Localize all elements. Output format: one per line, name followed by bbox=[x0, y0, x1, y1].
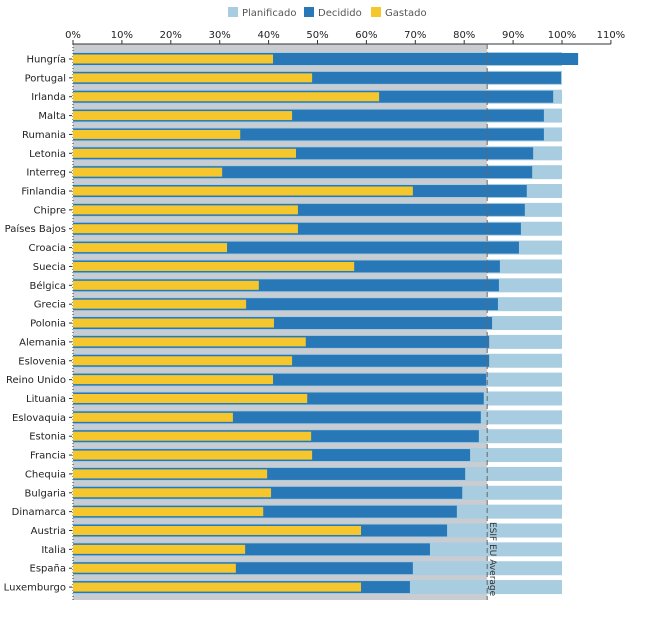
bar-gastado bbox=[73, 280, 259, 290]
bar-gastado bbox=[73, 526, 362, 535]
bar-gastado bbox=[73, 450, 313, 460]
legend-label-gastado: Gastado bbox=[385, 8, 427, 19]
legend-swatch-decidido bbox=[304, 7, 314, 17]
category-label: España bbox=[30, 564, 66, 575]
category-label: Estonia bbox=[29, 432, 66, 443]
category-label: Chequia bbox=[25, 469, 66, 480]
x-tick-label: 20% bbox=[160, 30, 182, 41]
x-tick-label: 40% bbox=[257, 30, 279, 41]
bar-gastado bbox=[73, 582, 362, 592]
category-label: Países Bajos bbox=[5, 223, 66, 235]
category-label: Suecia bbox=[33, 262, 66, 273]
legend-label-planificado: Planificado bbox=[242, 8, 296, 19]
category-label: Eslovenia bbox=[18, 356, 66, 367]
category-label: Finlandia bbox=[21, 187, 66, 198]
bar-gastado bbox=[73, 563, 236, 573]
bar-gastado bbox=[73, 431, 312, 441]
x-tick-label: 10% bbox=[111, 30, 133, 41]
category-label: Malta bbox=[38, 111, 66, 122]
bar-gastado bbox=[73, 507, 264, 517]
category-label: Hungría bbox=[26, 54, 66, 66]
category-label: Italia bbox=[41, 545, 66, 556]
x-tick-label: 70% bbox=[404, 30, 426, 41]
bar-gastado bbox=[73, 243, 228, 253]
category-label: Dinamarca bbox=[12, 507, 66, 518]
category-label: Croacia bbox=[28, 243, 66, 254]
category-label: Bélgica bbox=[29, 280, 66, 292]
bar-gastado bbox=[73, 111, 293, 121]
bar-gastado bbox=[73, 318, 274, 328]
category-label: Luxemburgo bbox=[4, 583, 66, 594]
bar-gastado bbox=[73, 129, 241, 139]
bar-gastado bbox=[73, 356, 293, 366]
category-label: Alemania bbox=[19, 337, 66, 348]
average-line-label: ESIF EU Average bbox=[487, 522, 497, 597]
x-tick-label: 0% bbox=[65, 30, 81, 41]
x-tick-label: 60% bbox=[355, 30, 377, 41]
bar-gastado bbox=[73, 299, 247, 309]
x-tick-label: 100% bbox=[548, 30, 577, 41]
category-label: Lituania bbox=[26, 394, 66, 405]
x-tick-label: 90% bbox=[502, 30, 524, 41]
category-label: Interreg bbox=[26, 168, 66, 179]
category-label: Letonia bbox=[29, 149, 66, 160]
bar-gastado bbox=[73, 224, 298, 234]
bar-gastado bbox=[73, 337, 306, 347]
category-label: Rumania bbox=[22, 130, 66, 141]
category-label: Polonia bbox=[30, 319, 66, 330]
bar-gastado bbox=[73, 375, 274, 385]
bar-gastado bbox=[73, 73, 313, 83]
bar-gastado bbox=[73, 469, 268, 479]
bar-gastado bbox=[73, 148, 296, 158]
category-label: Chipre bbox=[34, 205, 67, 216]
bar-gastado bbox=[73, 205, 298, 215]
x-tick-label: 30% bbox=[209, 30, 231, 41]
legend-swatch-gastado bbox=[371, 7, 381, 17]
category-label: Austria bbox=[31, 526, 66, 537]
x-tick-label: 110% bbox=[597, 30, 626, 41]
category-label: Reino Unido bbox=[6, 375, 66, 386]
bar-gastado bbox=[73, 412, 233, 422]
bar-gastado bbox=[73, 167, 223, 177]
category-label: Grecia bbox=[34, 300, 66, 311]
category-label: Eslovaquia bbox=[12, 413, 66, 424]
category-label: Portugal bbox=[25, 73, 66, 84]
bar-gastado bbox=[73, 92, 380, 102]
category-label: Francia bbox=[30, 451, 66, 462]
category-label: Bulgaria bbox=[25, 488, 66, 499]
category-label: Irlanda bbox=[31, 92, 66, 103]
x-tick-label: 80% bbox=[453, 30, 475, 41]
bar-gastado bbox=[73, 261, 355, 271]
bar-gastado bbox=[73, 186, 413, 196]
x-tick-label: 50% bbox=[306, 30, 328, 41]
legend-swatch-planificado bbox=[228, 7, 238, 17]
legend-label-decidido: Decidido bbox=[318, 8, 362, 19]
bar-gastado bbox=[73, 488, 272, 498]
bar-gastado bbox=[73, 393, 308, 403]
bar-gastado bbox=[73, 544, 246, 554]
bar-gastado bbox=[73, 54, 274, 64]
